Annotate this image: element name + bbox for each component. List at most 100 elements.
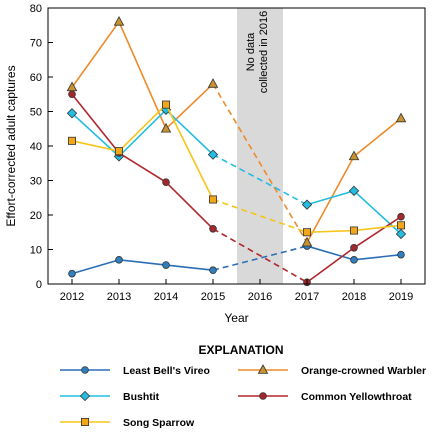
series-segment <box>118 104 167 152</box>
series-segment <box>306 190 355 206</box>
series-segment <box>306 245 355 261</box>
data-point-song-sparrow <box>396 221 405 230</box>
data-point-song-sparrow <box>302 228 311 237</box>
data-point-common-yellowthroat <box>162 178 170 187</box>
no-data-note-line-2: collected in 2016 <box>258 11 270 94</box>
plot-frame <box>47 7 426 285</box>
series-segment <box>118 109 167 157</box>
data-point-orange-crowned-warbler <box>160 122 172 133</box>
data-point-song-sparrow <box>349 226 358 235</box>
data-point-orange-crowned-warbler <box>395 112 407 123</box>
data-point-bushtit <box>301 199 313 210</box>
y-tick-label: 70 <box>30 38 42 50</box>
legend-title: EXPLANATION <box>198 343 283 357</box>
series-segment <box>71 140 120 152</box>
y-axis-title: Effort-corrected adult captures <box>4 65 18 226</box>
y-tick-label: 10 <box>30 245 42 257</box>
data-point-bushtit <box>348 185 360 197</box>
no-data-note: No data collected in 2016 <box>245 11 270 94</box>
series-segment <box>306 247 355 283</box>
data-point-common-yellowthroat <box>68 90 76 99</box>
x-tick-label: 2019 <box>389 291 413 303</box>
axes-layer: 0 10 20 30 40 50 60 70 80 2012 2013 2014 2015 2016 201… <box>30 3 413 303</box>
x-tick-label: 2013 <box>107 291 131 303</box>
data-point-least-bell-s-vireo <box>162 261 170 269</box>
y-tick-label: 40 <box>30 141 42 153</box>
x-tick-label: 2012 <box>60 291 84 303</box>
data-point-song-sparrow <box>208 195 217 204</box>
series-bushtit <box>66 104 407 240</box>
legend-swatch-marker <box>259 392 267 400</box>
data-point-bushtit <box>66 108 78 119</box>
series-segment <box>71 21 120 88</box>
series-segment <box>165 83 214 130</box>
x-axis-title: Year <box>224 311 248 325</box>
data-point-bushtit <box>207 149 219 160</box>
data-point-common-yellowthroat <box>397 212 405 221</box>
x-tick-label: 2014 <box>154 291 178 303</box>
data-point-song-sparrow <box>68 136 77 145</box>
data-point-orange-crowned-warbler <box>207 78 219 88</box>
data-point-least-bell-s-vireo <box>68 269 76 278</box>
series-segment <box>71 259 120 275</box>
data-point-least-bell-s-vireo <box>209 266 217 275</box>
series-gap-segment <box>212 198 308 234</box>
no-data-note-line-1: No data <box>245 32 257 71</box>
series-common-yellowthroat <box>68 90 405 287</box>
legend-label: Orange-crowned Warbler <box>301 365 426 377</box>
legend-label: Bushtit <box>123 391 160 403</box>
data-point-orange-crowned-warbler <box>113 15 125 26</box>
data-point-orange-crowned-warbler <box>348 150 360 161</box>
series-segment <box>71 93 120 154</box>
x-tick-label: 2018 <box>342 291 366 303</box>
data-point-least-bell-s-vireo <box>115 256 123 264</box>
legend-item-bushtit: Bushtit <box>60 390 160 403</box>
x-tick-label: 2017 <box>295 291 319 303</box>
series-orange-crowned-warbler <box>66 15 407 247</box>
series-song-sparrow <box>68 100 405 237</box>
legend-swatch-marker <box>257 364 269 374</box>
y-tick-label: 0 <box>36 279 42 291</box>
legend-label: Least Bell's Vireo <box>123 365 210 377</box>
data-point-bushtit <box>395 228 407 240</box>
series-segment <box>353 117 402 157</box>
y-tick-label: 30 <box>30 176 42 188</box>
series-segment <box>165 181 214 230</box>
y-tick-label: 20 <box>30 210 42 222</box>
legend-item-common-yellowthroat: Common Yellowthroat <box>238 391 412 403</box>
legend-item-least-bell-s-vireo: Least Bell's Vireo <box>60 365 210 377</box>
x-tick-label: 2016 <box>248 291 272 303</box>
no-data-band <box>237 8 283 284</box>
data-point-least-bell-s-vireo <box>397 250 405 259</box>
series-gap-segment <box>212 228 308 283</box>
series-segment <box>353 216 402 249</box>
series-segment <box>118 21 167 130</box>
series-segment <box>165 104 214 200</box>
legend-swatch-marker <box>81 417 90 426</box>
series-gap-segment <box>212 83 308 244</box>
legend-swatch-marker <box>79 390 91 402</box>
legend-label: Song Sparrow <box>123 417 195 429</box>
data-point-song-sparrow <box>115 147 124 156</box>
legend: Least Bell's Vireo Orange-crowned Warbler… <box>60 364 426 429</box>
data-point-least-bell-s-vireo <box>350 256 358 264</box>
series-segment <box>306 229 355 234</box>
legend-label: Common Yellowthroat <box>301 391 412 403</box>
data-point-common-yellowthroat <box>350 243 358 252</box>
series-segment <box>353 224 402 232</box>
series-segment <box>118 152 167 183</box>
data-point-common-yellowthroat <box>209 225 217 233</box>
series-gap-segment <box>212 245 308 271</box>
legend-item-orange-crowned-warbler: Orange-crowned Warbler <box>238 364 426 377</box>
legend-item-song-sparrow: Song Sparrow <box>60 417 195 429</box>
series-gap-segment <box>212 153 308 206</box>
y-tick-label: 50 <box>30 107 42 119</box>
x-tick-label: 2015 <box>201 291 225 303</box>
data-point-orange-crowned-warbler <box>301 236 313 247</box>
series-segment <box>118 259 167 266</box>
data-point-song-sparrow <box>161 100 170 109</box>
series-layer <box>66 15 407 287</box>
series-segment <box>306 155 355 243</box>
